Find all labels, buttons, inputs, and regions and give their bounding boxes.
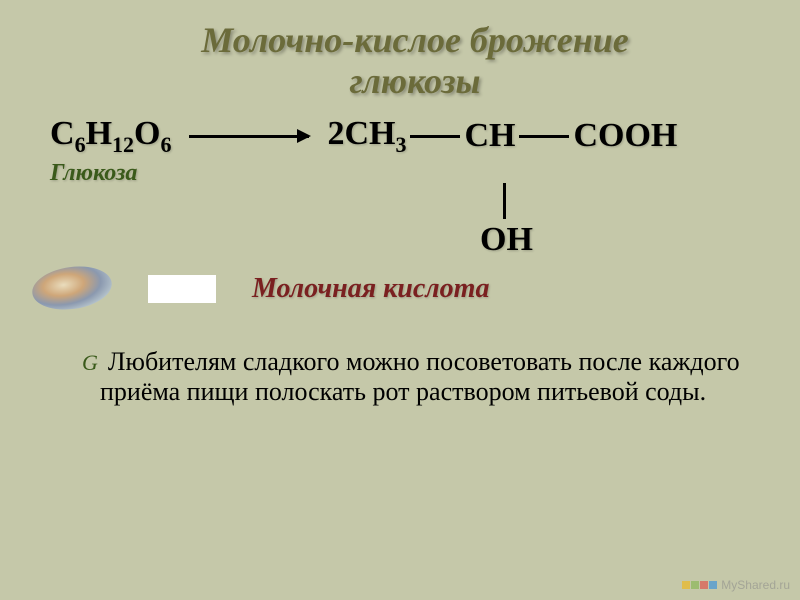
lactic-acid-row: Молочная кислота: [40, 261, 760, 317]
wm-sq-red: [700, 581, 708, 589]
slide-container: Молочно-кислое брожение глюкозы С6Н12О6 …: [0, 0, 800, 600]
bond-horizontal-1: [410, 135, 460, 138]
watermark: MyShared.ru: [682, 578, 790, 592]
wm-sq-green: [691, 581, 699, 589]
product-ch3: 2СН3: [327, 115, 406, 158]
lactic-acid-label: Молочная кислота: [252, 273, 489, 305]
watermark-text: MyShared.ru: [721, 578, 790, 592]
glucose-formula: С6Н12О6: [50, 115, 171, 158]
slide-title: Молочно-кислое брожение глюкозы: [70, 20, 760, 103]
bond-vertical: [503, 183, 506, 219]
decorative-image-icon: [32, 261, 120, 317]
glucose-label: Глюкоза: [50, 160, 760, 187]
wm-sq-blue: [709, 581, 717, 589]
equation-row: С6Н12О6 2СН3 СН СООН: [50, 115, 760, 158]
title-line-2: глюкозы: [350, 61, 481, 101]
body-paragraph: GЛюбителям сладкого можно посоветовать п…: [82, 347, 740, 408]
product-cooh: СООН: [573, 117, 677, 155]
bond-horizontal-2: [519, 135, 569, 138]
bond-vertical-wrap: [40, 187, 760, 227]
watermark-logo-icon: [682, 581, 717, 589]
body-text-content: Любителям сладкого можно посоветовать по…: [100, 347, 740, 407]
reaction-arrow-icon: [189, 135, 309, 138]
product-ch: СН: [464, 117, 515, 155]
wm-sq-yellow: [682, 581, 690, 589]
white-block: [148, 275, 216, 303]
bullet-icon: G: [82, 350, 98, 375]
title-line-1: Молочно-кислое брожение: [201, 20, 629, 60]
